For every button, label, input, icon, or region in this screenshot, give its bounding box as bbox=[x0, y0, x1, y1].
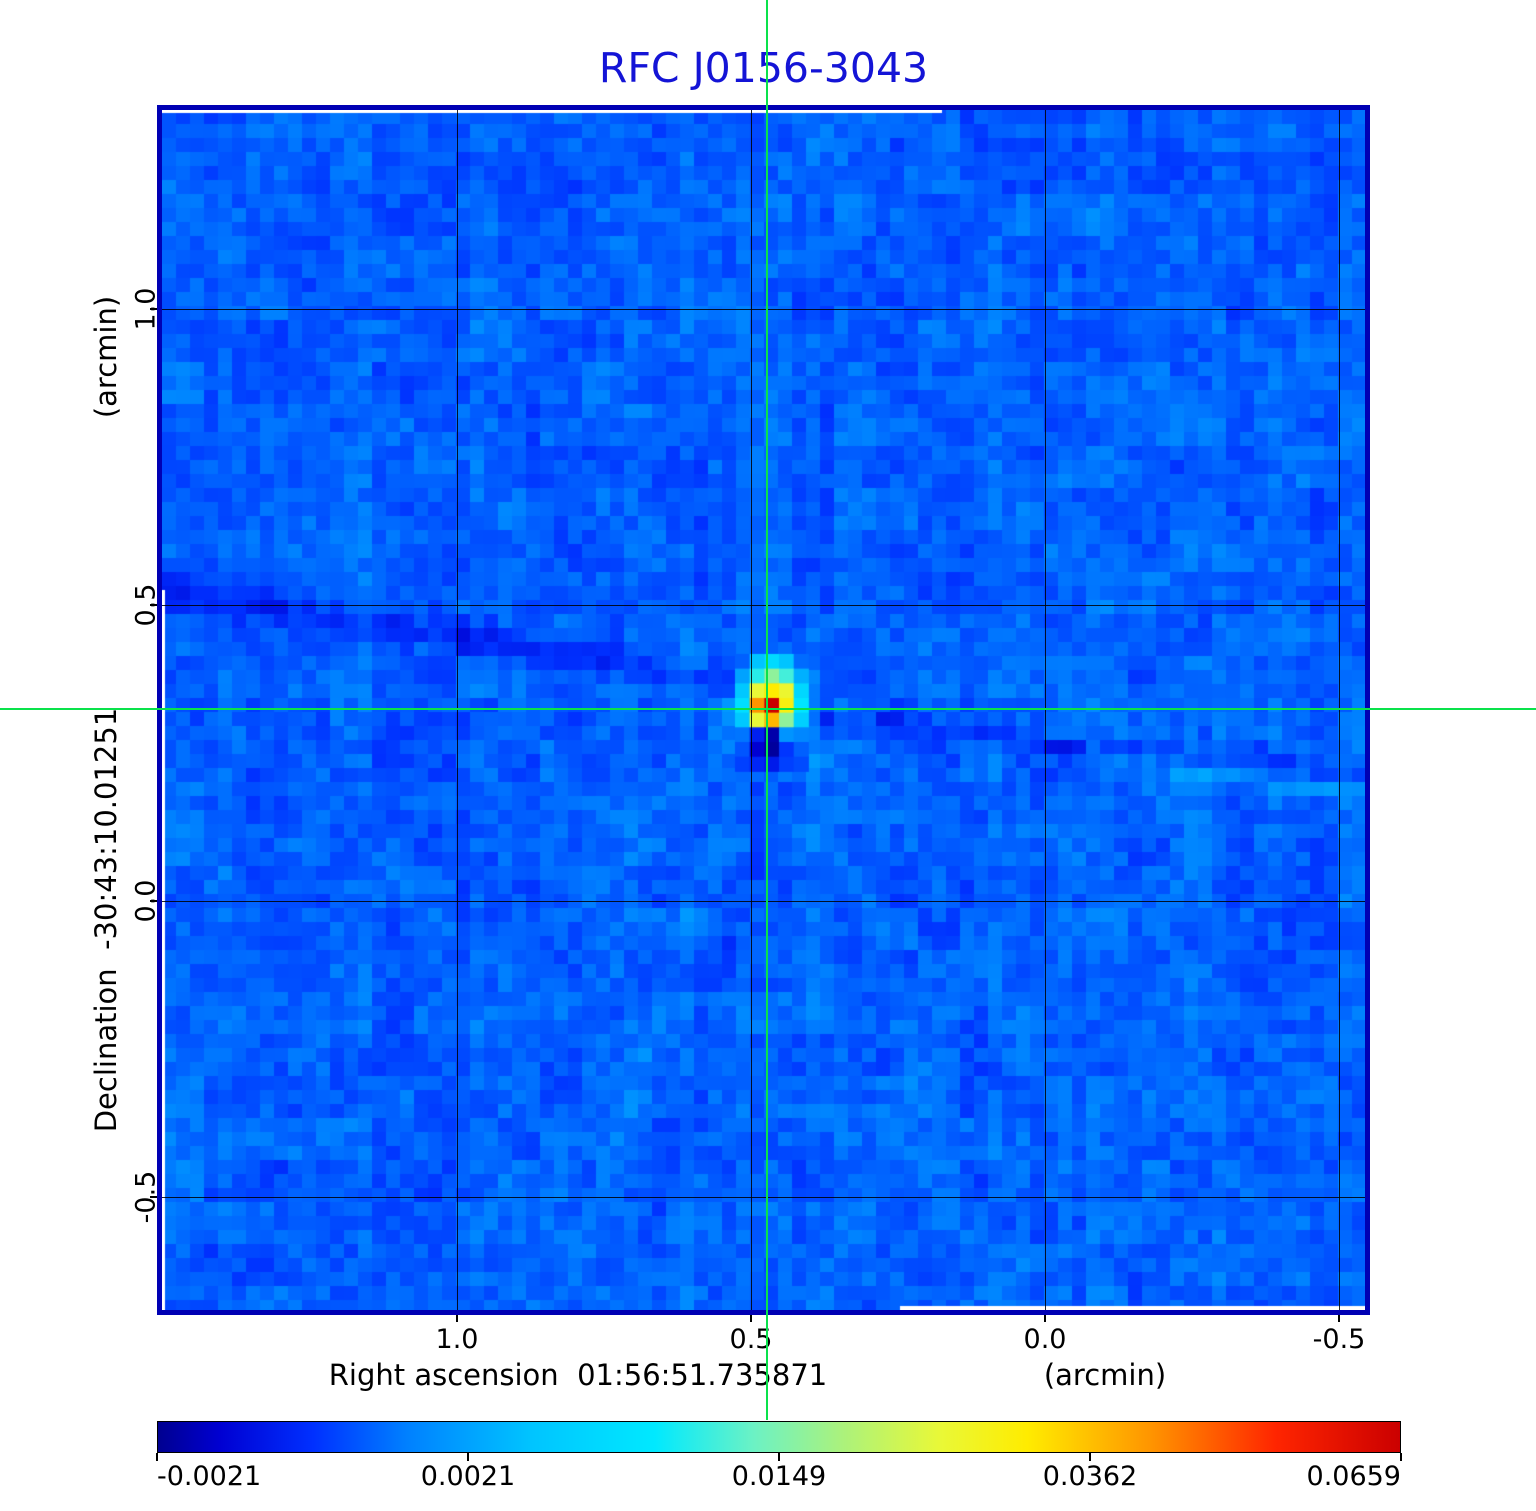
colorbar-tick bbox=[1400, 1453, 1402, 1461]
crosshair-horizontal-line bbox=[0, 708, 1536, 710]
colorbar-tick bbox=[467, 1453, 469, 1461]
colorbar bbox=[157, 1421, 1401, 1453]
y-tick-mark bbox=[150, 604, 157, 606]
y-tick-mark bbox=[150, 1196, 157, 1198]
x-axis-title: Right ascension 01:56:51.735871 bbox=[328, 1358, 828, 1392]
x-axis-unit-label: (arcmin) bbox=[1043, 1358, 1167, 1392]
x-tick-mark bbox=[456, 1315, 458, 1322]
x-tick-label: 0.5 bbox=[729, 1324, 773, 1355]
y-tick-mark bbox=[150, 900, 157, 902]
y-axis-unit-label: (arcmin) bbox=[89, 295, 123, 419]
colorbar-tick-label: 0.0659 bbox=[1306, 1461, 1401, 1492]
x-tick-mark bbox=[1044, 1315, 1046, 1322]
gridline-horizontal bbox=[162, 901, 1365, 902]
x-tick-label: 1.0 bbox=[435, 1324, 479, 1355]
colorbar-tick bbox=[156, 1453, 158, 1461]
gridline-horizontal bbox=[162, 605, 1365, 606]
y-axis-title: Declination -30:43:10.01251 bbox=[89, 707, 123, 1133]
colorbar-gradient bbox=[158, 1422, 1400, 1452]
chart-title: RFC J0156-3043 bbox=[598, 44, 929, 92]
colorbar-tick-label: 0.0362 bbox=[1042, 1461, 1138, 1492]
colorbar-tick bbox=[1089, 1453, 1091, 1461]
gridline-vertical bbox=[1045, 110, 1046, 1310]
plot-frame bbox=[157, 105, 1370, 1315]
x-tick-mark bbox=[1338, 1315, 1340, 1322]
x-tick-mark bbox=[750, 1315, 752, 1322]
colorbar-tick-label: -0.0021 bbox=[157, 1461, 262, 1492]
gridline-horizontal bbox=[162, 309, 1365, 310]
map-canvas bbox=[162, 110, 1365, 1310]
y-tick-mark bbox=[150, 308, 157, 310]
gridline-vertical bbox=[457, 110, 458, 1310]
gridline-vertical bbox=[751, 110, 752, 1310]
colorbar-tick-label: 0.0021 bbox=[420, 1461, 516, 1492]
colorbar-tick bbox=[778, 1453, 780, 1461]
x-tick-label: 0.0 bbox=[1023, 1324, 1067, 1355]
colorbar-tick-label: 0.0149 bbox=[731, 1461, 827, 1492]
crosshair-vertical-line bbox=[766, 0, 768, 1420]
gridline-vertical bbox=[1339, 110, 1340, 1310]
gridline-horizontal bbox=[162, 1197, 1365, 1198]
x-tick-label: -0.5 bbox=[1312, 1324, 1366, 1355]
